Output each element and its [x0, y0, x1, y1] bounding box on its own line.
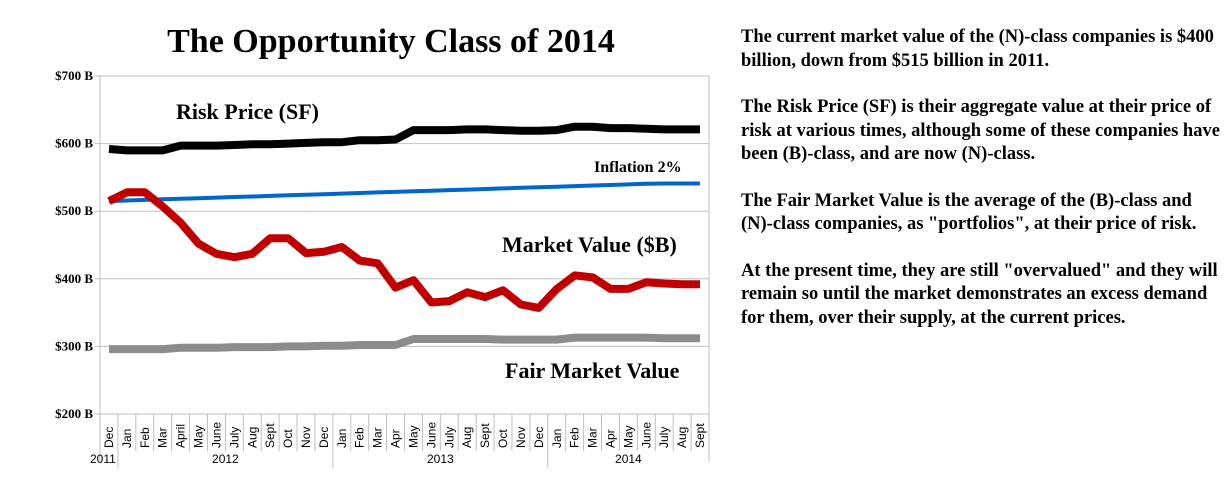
y-tick-label: $700 B [55, 68, 93, 83]
commentary-paragraph: At the present time, they are still "ove… [741, 260, 1218, 328]
annotation-inflation: Inflation 2% [594, 159, 682, 176]
axes [99, 76, 710, 462]
x-tick-label: Apr [603, 429, 617, 448]
x-year-label: 2013 [427, 452, 454, 466]
commentary-paragraph: The current market value of the (N)-clas… [741, 27, 1214, 71]
y-tick-label: $400 B [55, 271, 93, 286]
x-tick-label: Aug [460, 427, 474, 448]
x-tick-label: April [174, 424, 188, 448]
annotation-market-value: Market Value ($B) [502, 232, 677, 257]
x-tick-label: June [424, 422, 438, 448]
annotation-risk-price: Risk Price (SF) [176, 99, 319, 124]
x-tick-label: July [227, 427, 241, 448]
x-tick-label: May [192, 425, 206, 448]
x-year-label: 2012 [212, 452, 239, 466]
x-tick-label: Feb [568, 427, 582, 448]
x-tick-label: Aug [245, 427, 259, 448]
commentary-paragraph: The Risk Price (SF) is their aggregate v… [741, 97, 1220, 164]
commentary-paragraph: The Fair Market Value is the average of … [741, 190, 1197, 235]
x-tick-label: Mar [586, 427, 600, 448]
x-tick-label: Dec [102, 427, 116, 448]
x-tick-label: Sept [478, 423, 492, 448]
x-tick-label: Jan [550, 429, 564, 448]
x-tick-label: Nov [299, 427, 313, 448]
y-tick-label: $600 B [55, 136, 93, 151]
y-tick-label: $500 B [55, 203, 93, 218]
x-tick-label: Jan [120, 429, 134, 448]
x-tick-label: Mar [156, 427, 170, 448]
x-tick-label: Oct [496, 429, 510, 448]
series-line-risk-price-sf [108, 122, 700, 155]
x-tick-label: Dec [532, 427, 546, 448]
chart-title: The Opportunity Class of 2014 [167, 23, 615, 60]
x-tick-label: May [621, 425, 635, 448]
series-line-fair-market-value [109, 333, 700, 354]
x-tick-label: Mar [371, 427, 385, 448]
x-tick-label: Feb [138, 427, 152, 448]
y-tick-label: $200 B [55, 406, 93, 421]
series-lines [107, 122, 700, 354]
x-tick-label: Sept [693, 423, 707, 448]
x-axis-ticks: Dec Jan Feb Mar April May June July Aug Sept Oct No… [90, 414, 710, 468]
x-tick-label: Nov [514, 427, 528, 448]
x-tick-label: Oct [281, 429, 295, 448]
x-tick-label: July [657, 427, 671, 448]
y-axis-ticks: $200 B $300 B $400 B $500 B $600 B $700 B [55, 68, 93, 421]
commentary-panel: The current market value of the (N)-clas… [741, 26, 1221, 353]
x-year-label: 2011 [90, 452, 116, 466]
x-tick-label: Feb [353, 427, 367, 448]
x-tick-label: Dec [317, 427, 331, 448]
x-tick-label: Jan [335, 429, 349, 448]
x-tick-label: June [639, 422, 653, 448]
x-tick-label: Aug [675, 427, 689, 448]
chart: The Opportunity Class of 2014 $200 B $300… [55, 23, 710, 468]
annotation-fair-market-value: Fair Market Value [505, 358, 680, 383]
series-line-inflation-2 [108, 181, 700, 204]
x-tick-label: May [406, 425, 420, 448]
x-year-label: 2014 [615, 452, 642, 466]
series-line-market-value-b [107, 188, 700, 312]
x-tick-label: Sept [263, 423, 277, 448]
y-tick-label: $300 B [55, 338, 93, 353]
x-tick-label: Apr [389, 429, 403, 448]
x-tick-label: July [442, 427, 456, 448]
x-tick-label: June [209, 422, 223, 448]
